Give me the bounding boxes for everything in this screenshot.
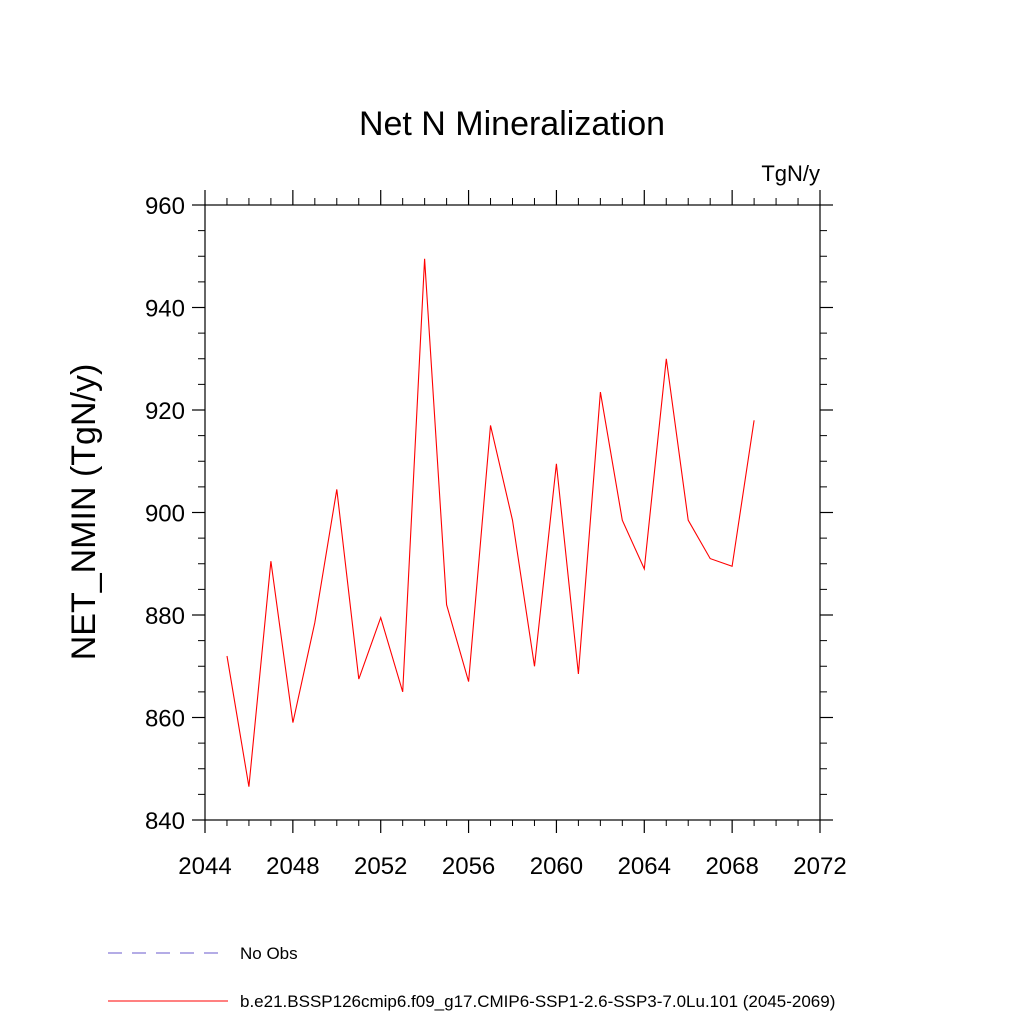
y-tick-label: 940 — [145, 296, 185, 323]
x-tick-label: 2064 — [618, 853, 671, 880]
y-axis-label: NET_NMIN (TgN/y) — [65, 364, 103, 661]
x-tick-label: 2068 — [705, 853, 758, 880]
plot-series — [226, 258, 755, 787]
x-tick-label: 2048 — [266, 853, 319, 880]
x-tick-label: 2052 — [354, 853, 407, 880]
y-tick-label: 860 — [145, 706, 185, 733]
legend-label: No Obs — [240, 944, 298, 963]
x-tick-label: 2056 — [442, 853, 495, 880]
y-tick-label: 920 — [145, 398, 185, 425]
y-tick-label: 880 — [145, 603, 185, 630]
y-axis: 840 860 880 900 920 940 960 — [145, 193, 833, 835]
y-minor-ticks — [198, 230, 827, 795]
legend-label: b.e21.BSSP126cmip6.f09_g17.CMIP6-SSP1-2.… — [240, 992, 835, 1011]
y-tick-label: 840 — [145, 808, 185, 835]
x-tick-label: 2060 — [530, 853, 583, 880]
y-tick-label: 900 — [145, 501, 185, 528]
units-label: TgN/y — [761, 161, 820, 186]
x-axis: 2044 2048 2052 2056 2060 2064 2068 2072 — [178, 190, 847, 880]
series-line — [226, 258, 755, 787]
plot-frame — [204, 204, 821, 821]
chart-title: Net N Mineralization — [359, 105, 665, 143]
legend: No Obs b.e21.BSSP126cmip6.f09_g17.CMIP6-S… — [108, 944, 835, 1011]
x-tick-label: 2044 — [178, 853, 231, 880]
x-tick-label: 2072 — [793, 853, 846, 880]
y-tick-label: 960 — [145, 193, 185, 220]
